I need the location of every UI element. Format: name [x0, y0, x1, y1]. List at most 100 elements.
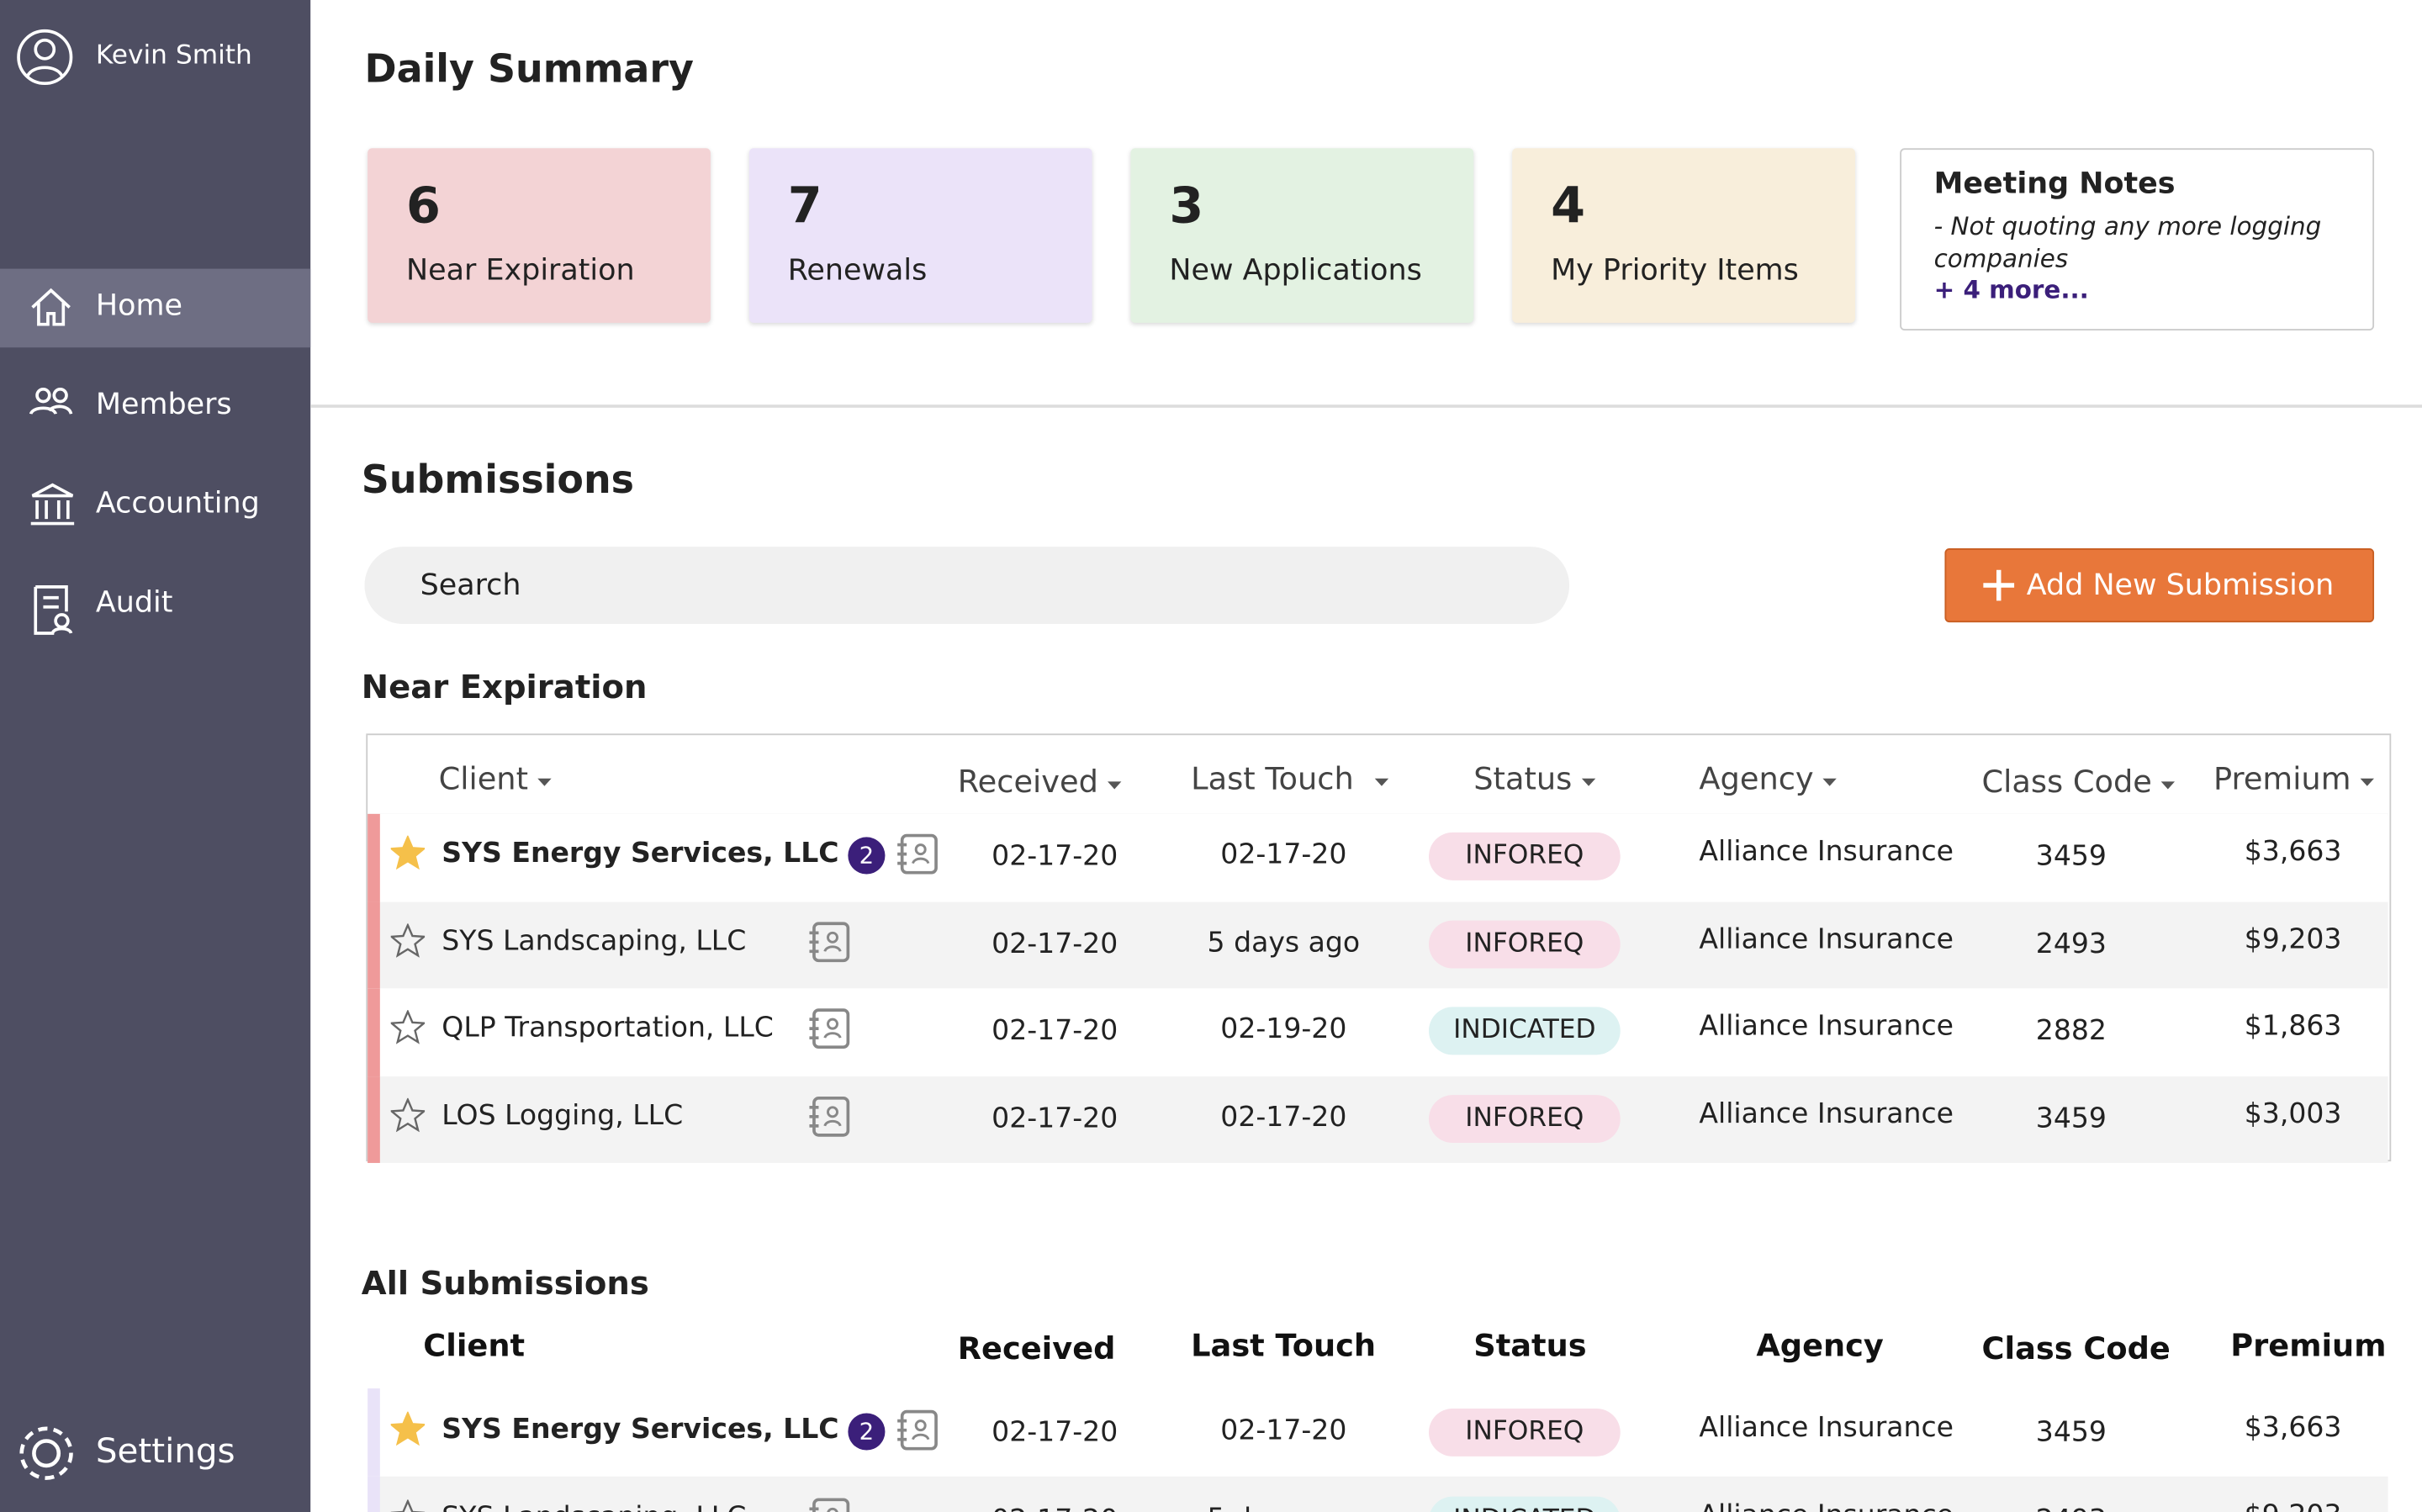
column-header[interactable]: Premium	[2230, 1326, 2387, 1364]
sort-arrow[interactable]	[2160, 781, 2176, 790]
nav-item[interactable]: Members	[95, 387, 232, 422]
row-bg[interactable]	[368, 1076, 2388, 1163]
column-header[interactable]: Received	[957, 1330, 1116, 1367]
status-pill: INFOREQ	[1428, 920, 1621, 969]
status-pill: INFOREQ	[1428, 1094, 1621, 1143]
column-header[interactable]: Status	[1473, 759, 1573, 797]
client-name: SYS Landscaping, LLC	[442, 924, 747, 958]
row-bg[interactable]	[368, 813, 2388, 901]
column-header[interactable]: Last Touch	[1191, 759, 1354, 797]
star-icon[interactable]	[390, 1410, 426, 1446]
contact-icon[interactable]	[894, 1408, 940, 1451]
class-code: 3459	[2035, 1102, 2107, 1135]
divider	[310, 404, 2422, 408]
row-bg[interactable]	[368, 1476, 2388, 1512]
row-marker	[368, 1476, 380, 1512]
star-icon[interactable]	[390, 1010, 426, 1044]
add-submission-button[interactable]: Add New Submission	[1944, 547, 2375, 623]
column-header[interactable]: Premium	[2213, 759, 2351, 797]
sort-arrow[interactable]	[1581, 778, 1597, 788]
received: 02-17-20	[992, 1102, 1118, 1135]
class-code: 2882	[2035, 1015, 2107, 1048]
avatar-icon	[17, 29, 73, 86]
client-name: LOS Logging, LLC	[442, 1099, 684, 1132]
status-pill: INFOREQ	[1428, 1408, 1621, 1456]
sort-arrow[interactable]	[1107, 781, 1123, 790]
row-marker	[368, 813, 380, 901]
agency: Alliance Insurance	[1699, 1097, 1954, 1130]
search-placeholder: Search	[420, 568, 521, 603]
column-header[interactable]: Status	[1473, 1326, 1587, 1364]
plus-icon	[1983, 569, 2015, 601]
column-header[interactable]: Agency	[1699, 759, 1814, 797]
agency: Alliance Insurance	[1699, 1410, 1954, 1444]
notes-card[interactable]: Meeting Notes - Not quoting any more log…	[1900, 148, 2375, 331]
agency: Alliance Insurance	[1699, 1499, 1954, 1512]
row-marker	[368, 1388, 380, 1477]
home-icon	[31, 288, 71, 326]
badge: 2	[848, 1412, 886, 1450]
badge: 2	[848, 837, 886, 875]
audit-icon	[34, 585, 73, 635]
row-marker	[368, 988, 380, 1076]
nav-item[interactable]: Audit	[95, 585, 173, 620]
column-header[interactable]: Received	[957, 763, 1098, 801]
received: 02-17-20	[992, 928, 1118, 960]
sort-arrow[interactable]	[2360, 778, 2376, 788]
last-touch: 5 days ago	[1208, 1502, 1361, 1512]
premium: $3,003	[2244, 1097, 2342, 1130]
client-name: QLP Transportation, LLC	[442, 1012, 774, 1044]
row-marker	[368, 1076, 380, 1163]
column-header[interactable]: Class Code	[1981, 1330, 2171, 1367]
client-name: SYS Energy Services, LLC	[442, 837, 839, 870]
summary-card[interactable]: 6 Near Expiration	[368, 148, 711, 323]
nav-item[interactable]: Accounting	[95, 486, 260, 521]
contact-icon[interactable]	[806, 1007, 853, 1050]
class-code: 2493	[2035, 928, 2107, 960]
star-icon[interactable]	[390, 923, 426, 958]
row-bg[interactable]	[368, 1388, 2388, 1477]
class-code: 3459	[2035, 840, 2107, 874]
star-icon[interactable]	[390, 1097, 426, 1132]
last-touch: 02-17-20	[1220, 1414, 1347, 1446]
received: 02-17-20	[992, 1504, 1118, 1512]
contact-icon[interactable]	[806, 1496, 853, 1512]
column-header[interactable]: Client	[423, 1326, 526, 1364]
premium: $1,863	[2244, 1010, 2342, 1044]
sort-arrow[interactable]	[1374, 778, 1390, 788]
contact-icon[interactable]	[894, 833, 940, 875]
row-bg[interactable]	[368, 901, 2388, 989]
summary-card[interactable]: 7 Renewals	[748, 148, 1092, 323]
column-header[interactable]: Class Code	[1981, 763, 2152, 801]
received: 02-17-20	[992, 840, 1118, 874]
contact-icon[interactable]	[806, 920, 853, 963]
received: 02-17-20	[992, 1415, 1118, 1448]
row-bg[interactable]	[368, 988, 2388, 1076]
summary-card[interactable]: 3 New Applications	[1130, 148, 1474, 323]
last-touch: 5 days ago	[1207, 926, 1361, 960]
agency: Alliance Insurance	[1699, 1010, 1954, 1044]
summary-card[interactable]: 4 My Priority Items	[1512, 148, 1855, 323]
card-label: Near Expiration	[406, 253, 635, 288]
agency: Alliance Insurance	[1699, 836, 1954, 869]
search-box[interactable]: Search	[364, 547, 1570, 624]
contact-icon[interactable]	[806, 1095, 853, 1138]
sort-arrow[interactable]	[1822, 778, 1838, 788]
nav-item[interactable]: Home	[95, 288, 182, 323]
summary-title: Daily Summary	[364, 46, 695, 92]
near-expiration-title: Near Expiration	[361, 669, 648, 706]
card-label: Renewals	[787, 253, 928, 288]
column-header[interactable]: Client	[438, 759, 528, 797]
nav-active	[0, 268, 311, 348]
sort-arrow[interactable]	[537, 778, 553, 788]
star-icon[interactable]	[390, 1499, 426, 1512]
column-header[interactable]: Agency	[1756, 1326, 1884, 1364]
notes-title: Meeting Notes	[1933, 167, 2176, 201]
card-count: 3	[1169, 176, 1204, 235]
agency: Alliance Insurance	[1699, 923, 1954, 956]
column-header[interactable]: Last Touch	[1191, 1326, 1377, 1364]
star-icon[interactable]	[390, 836, 426, 870]
notes-more[interactable]: + 4 more...	[1933, 274, 2089, 304]
nav-settings[interactable]: Settings	[95, 1433, 235, 1472]
